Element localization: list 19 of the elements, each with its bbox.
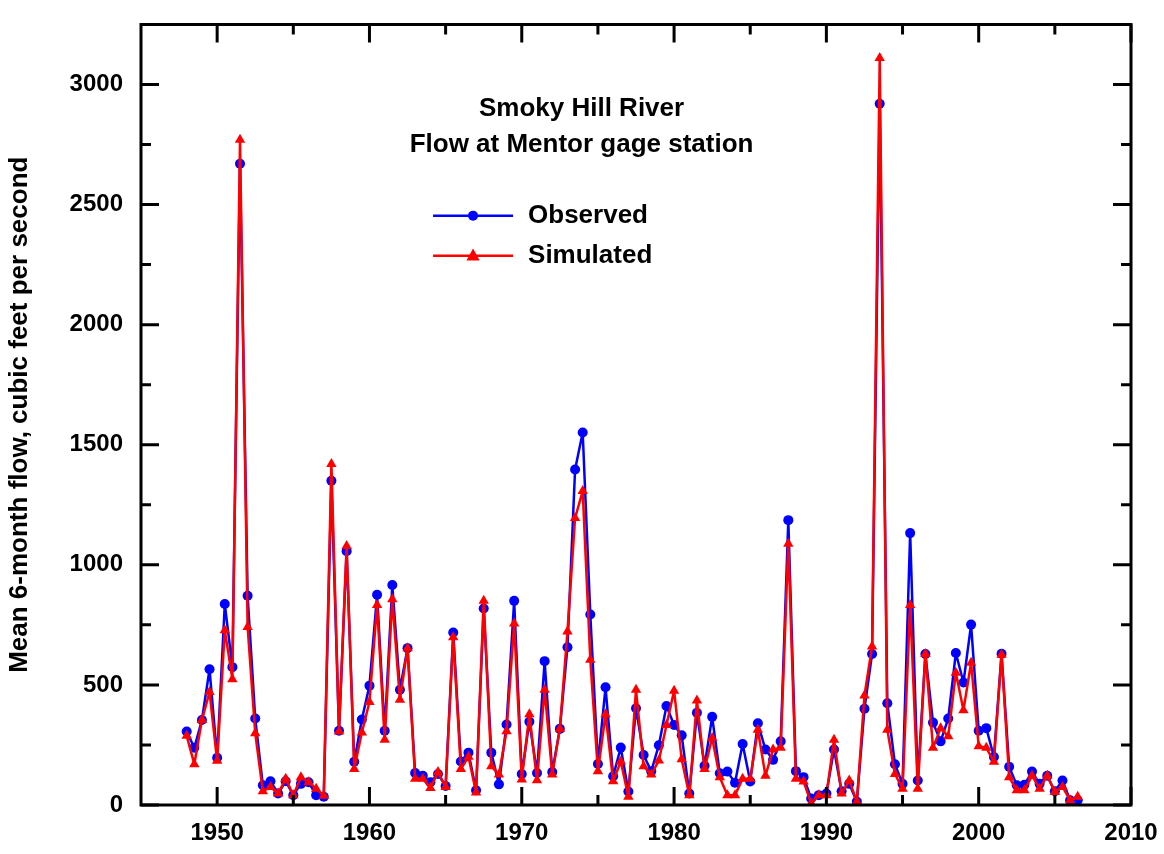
y-tick-label: 2500 [69, 189, 123, 217]
x-tick-label: 1970 [495, 818, 549, 846]
legend-label: Simulated [528, 238, 653, 269]
y-tick-label: 0 [109, 789, 123, 817]
x-tick-label: 2000 [952, 818, 1006, 846]
text: Smoky Hill River [478, 91, 685, 122]
y-axis-title: Mean 6-month flow, cubic feet per second [2, 156, 33, 673]
y-tick-label: 1000 [69, 549, 123, 577]
y-tick-label: 1500 [69, 429, 123, 457]
x-tick-label: 2010 [1104, 818, 1158, 846]
legend-label: Observed [528, 198, 648, 229]
x-tick-label: 1990 [799, 818, 854, 846]
x-tick-label: 1960 [342, 818, 397, 846]
text: Flow at Mentor gage station [409, 127, 754, 158]
y-tick-label: 3000 [69, 69, 123, 97]
y-tick-label: 2000 [69, 309, 123, 337]
x-tick-label: 1980 [647, 818, 701, 846]
x-tick-label: 1950 [190, 818, 244, 846]
y-tick-label: 500 [82, 669, 123, 697]
